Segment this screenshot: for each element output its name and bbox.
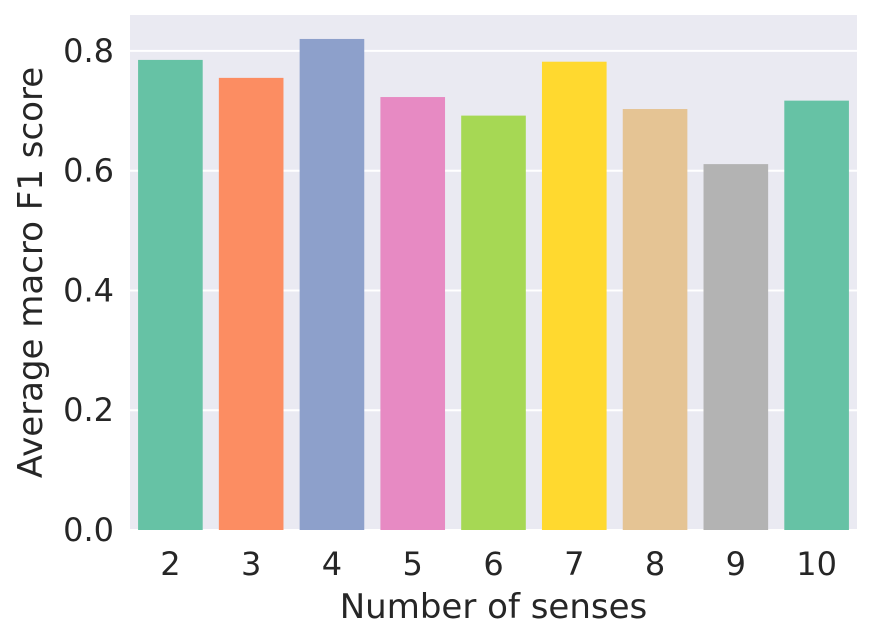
x-tick-label: 2: [160, 545, 180, 583]
x-tick-label: 4: [322, 545, 342, 583]
bar-10: [784, 100, 849, 530]
bar-4: [299, 38, 365, 530]
y-tick-label: 0.4: [63, 271, 114, 309]
y-tick-label: 0.0: [63, 511, 114, 549]
x-tick-label: 6: [483, 545, 503, 583]
y-axis-ticks: 0.0 0.2 0.4 0.6 0.8: [63, 32, 114, 549]
y-tick-label: 0.2: [63, 391, 114, 429]
x-axis-label: Number of senses: [340, 587, 648, 627]
bars: [138, 38, 849, 531]
x-axis-ticks: 2 3 4 5 6 7 8 9 10: [160, 545, 837, 583]
y-tick-label: 0.8: [63, 32, 114, 70]
y-tick-label: 0.6: [63, 152, 114, 190]
x-tick-label: 9: [726, 545, 746, 583]
bar-9: [703, 164, 769, 530]
x-tick-label: 5: [403, 545, 423, 583]
bar-5: [380, 97, 446, 530]
x-tick-label: 8: [645, 545, 665, 583]
bar-7: [541, 61, 607, 531]
bar-8: [622, 109, 688, 530]
bar-3: [218, 77, 284, 531]
x-tick-label: 10: [796, 545, 837, 583]
y-axis-label: Average macro F1 score: [11, 67, 51, 478]
x-tick-label: 7: [564, 545, 584, 583]
x-tick-label: 3: [241, 545, 261, 583]
bar-6: [461, 115, 526, 531]
bar-2: [138, 59, 203, 531]
